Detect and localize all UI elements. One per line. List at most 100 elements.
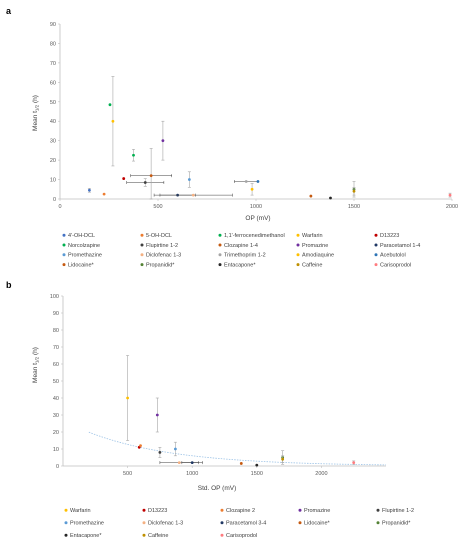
legend-item-warfarin: Warfarin xyxy=(296,233,323,239)
legend-marker xyxy=(218,263,222,267)
y-tick-label: 0 xyxy=(56,464,59,470)
legend-marker xyxy=(376,508,380,512)
legend-item-5-oh-dcl: 5-OH-DCL xyxy=(140,233,172,239)
data-marker xyxy=(190,461,194,464)
x-tick-label: 2000 xyxy=(446,204,458,210)
y-tick-label: 10 xyxy=(53,447,59,453)
data-marker xyxy=(191,193,195,197)
data-marker xyxy=(149,174,153,178)
legend-marker xyxy=(140,263,144,267)
y-tick-label: 40 xyxy=(53,396,59,402)
y-tick-label: 90 xyxy=(53,311,59,317)
point-d13223 xyxy=(122,177,126,180)
data-marker xyxy=(448,193,452,197)
data-marker xyxy=(239,462,243,465)
data-marker xyxy=(126,396,129,400)
y-tick-label: 60 xyxy=(53,362,59,368)
data-marker xyxy=(187,178,191,181)
legend-item-promazine: Promazine xyxy=(298,508,330,514)
legend-item-promazine: Promazine xyxy=(296,243,328,249)
data-marker xyxy=(108,103,112,107)
y-tick-label: 20 xyxy=(50,158,56,164)
legend-marker xyxy=(62,233,66,237)
point-trimethoprim-1-2 xyxy=(234,180,259,183)
legend-label: Caffeine xyxy=(148,533,168,539)
legend-item-propanidid: Propanidid* xyxy=(376,521,411,527)
legend-label: Carisoprodol xyxy=(380,262,411,268)
panel-b-marks xyxy=(126,355,356,467)
data-marker xyxy=(122,177,126,180)
legend-item-caffeine: Caffeine xyxy=(296,262,322,268)
data-marker xyxy=(256,180,260,183)
point-entacapone xyxy=(329,196,332,200)
point-1-1-ferrocenedimethanol xyxy=(108,103,112,107)
point-caffeine xyxy=(352,187,356,196)
y-tick-label: 80 xyxy=(50,41,56,47)
point-promazine xyxy=(161,120,165,161)
y-tick-label: 70 xyxy=(53,345,59,351)
legend-label: Diclofenac 1-3 xyxy=(146,253,181,259)
point-5-oh-dcl xyxy=(102,192,106,196)
data-marker xyxy=(255,463,259,467)
legend-marker xyxy=(218,233,222,237)
legend-marker xyxy=(64,533,68,537)
legend-label: Acebutolol xyxy=(380,253,406,259)
panel-a-y-axis-label: Mean t1/2 (h) xyxy=(32,95,40,131)
legend-label: Carisoprodol xyxy=(226,533,257,539)
y-tick-label: 50 xyxy=(53,379,59,385)
legend-item-diclofenac-1-3: Diclofenac 1-3 xyxy=(140,253,181,259)
legend-item-promethazine: Promethazine xyxy=(64,521,104,527)
legend-marker xyxy=(218,253,222,257)
legend-item-paracetamol-1-4: Paracetamol 1-4 xyxy=(374,243,420,249)
legend-item-caffeine: Caffeine xyxy=(142,533,168,539)
data-marker xyxy=(281,457,285,461)
y-tick-label: 40 xyxy=(50,119,56,125)
legend-label: D13223 xyxy=(380,233,399,239)
point-4-oh-dcl xyxy=(87,188,91,193)
legend-item-4-oh-dcl: 4'-OH-DCL xyxy=(62,233,95,239)
x-tick-label: 1500 xyxy=(348,204,360,210)
point-acebutolol xyxy=(256,180,260,183)
point-clozapine-2 xyxy=(139,444,142,447)
data-marker xyxy=(352,189,356,193)
data-marker xyxy=(155,413,159,417)
legend-marker xyxy=(220,521,224,525)
legend-label: Clozapine 1-4 xyxy=(224,243,258,249)
legend-label: Warfarin xyxy=(70,508,91,514)
data-marker xyxy=(352,461,356,464)
point-norcolzapine xyxy=(132,149,135,162)
legend-item-diclofenac-1-3: Diclofenac 1-3 xyxy=(142,521,183,527)
legend-item-flupirtine-1-2: Flupirtine 1-2 xyxy=(376,508,414,514)
data-marker xyxy=(250,187,254,191)
y-tick-label: 10 xyxy=(50,178,56,184)
data-marker xyxy=(158,451,162,454)
x-tick-label: 1500 xyxy=(251,471,263,477)
legend-label: Promazine xyxy=(302,243,328,249)
y-tick-label: 50 xyxy=(50,100,56,106)
y-tick-label: 60 xyxy=(50,80,56,86)
legend-item-warfarin: Warfarin xyxy=(64,508,91,514)
chart-panel-a: a 0 10 20 30 40 50 60 70 80 90 0 500 1000 1500 2000 OP… xyxy=(6,6,458,268)
legend-marker xyxy=(376,521,380,525)
legend-marker xyxy=(62,263,66,267)
point-promethazine xyxy=(187,171,191,188)
data-marker xyxy=(161,139,165,143)
legend-item-promethazine: Promethazine xyxy=(62,253,102,259)
x-tick-label: 2000 xyxy=(315,471,327,477)
point-entacapone xyxy=(255,463,259,467)
legend-item-carisoprodol: Carisoprodol xyxy=(220,533,257,539)
point-diclofenac-1-3 xyxy=(153,193,233,197)
legend-label: Promethazine xyxy=(68,253,102,259)
panel-a-axes: 0 10 20 30 40 50 60 70 80 90 0 500 1000 1500 2000 xyxy=(50,22,458,210)
legend-marker xyxy=(140,253,144,257)
legend-marker xyxy=(296,243,300,247)
data-marker xyxy=(143,181,147,184)
legend-item-entacapone: Entacapone* xyxy=(64,533,102,539)
legend-label: Paracetamol 1-4 xyxy=(380,243,420,249)
legend-marker xyxy=(218,243,222,247)
data-marker xyxy=(174,447,177,451)
legend-marker xyxy=(220,533,224,537)
legend-label: 1,1'-ferrocenedimethanol xyxy=(224,233,285,239)
legend-label: Flupirtine 1-2 xyxy=(146,243,178,249)
